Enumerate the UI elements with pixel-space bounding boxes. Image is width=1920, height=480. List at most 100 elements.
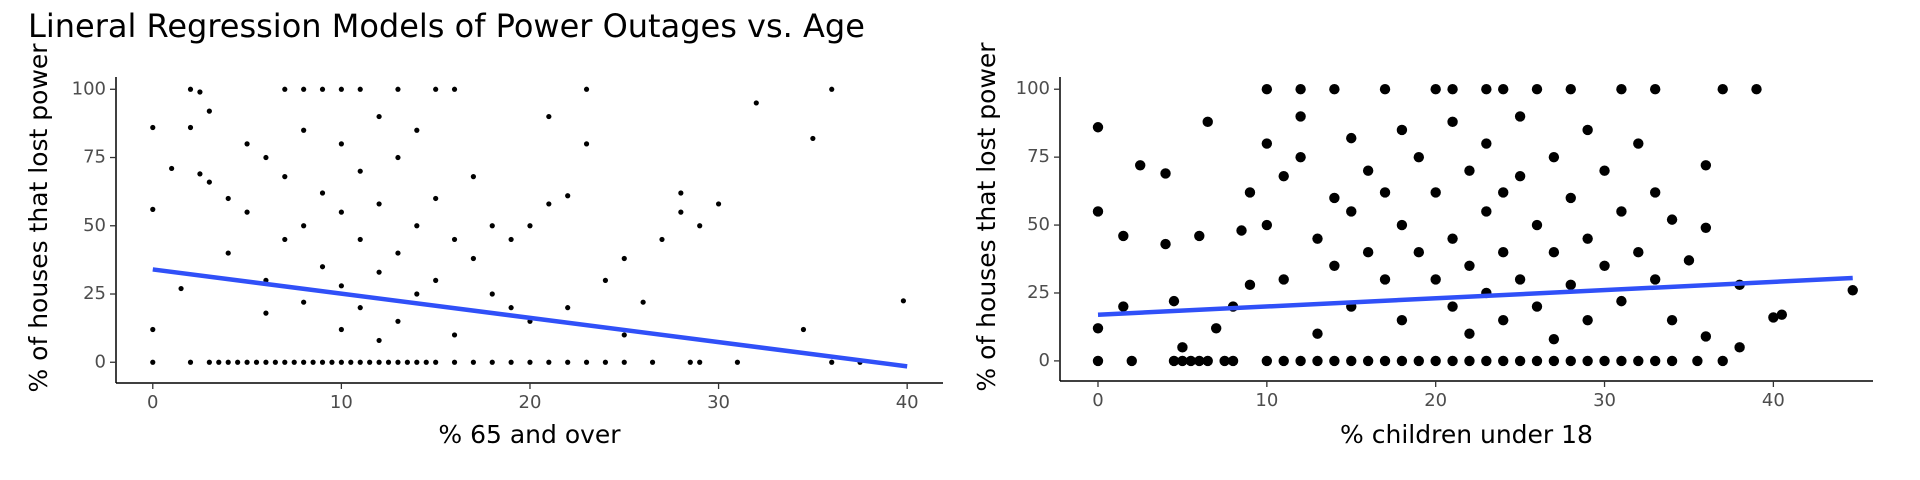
point	[621, 332, 627, 338]
point	[433, 195, 439, 202]
point	[433, 277, 439, 283]
point	[1185, 355, 1197, 367]
point	[263, 359, 269, 365]
point	[1430, 187, 1441, 198]
point	[451, 236, 458, 243]
point	[1751, 84, 1762, 95]
point	[1734, 342, 1745, 353]
point	[376, 337, 382, 344]
point	[1649, 84, 1661, 95]
y-tick-label: 75	[83, 147, 106, 168]
point	[451, 332, 458, 338]
point	[687, 359, 693, 365]
point	[1430, 355, 1441, 367]
point	[1582, 355, 1593, 367]
point	[470, 359, 476, 365]
point	[1599, 165, 1610, 176]
point	[1498, 84, 1509, 95]
point	[414, 359, 420, 365]
point	[1464, 260, 1475, 272]
point	[1362, 247, 1374, 258]
point	[1514, 355, 1526, 367]
point	[1447, 233, 1458, 244]
point	[433, 359, 439, 365]
point	[565, 193, 571, 199]
point	[1210, 323, 1222, 334]
point	[1261, 138, 1273, 149]
point	[301, 127, 307, 133]
x-tick-label: 40	[896, 392, 919, 413]
point	[1633, 138, 1644, 149]
point	[329, 359, 335, 365]
point	[1379, 84, 1391, 95]
point	[470, 174, 476, 180]
x-tick-label: 20	[1424, 390, 1447, 411]
point	[1616, 295, 1627, 307]
point	[810, 135, 816, 142]
regression-line	[1097, 275, 1853, 317]
point	[1118, 301, 1129, 312]
point	[206, 179, 212, 185]
point	[1430, 274, 1441, 285]
point	[338, 209, 344, 215]
point	[508, 236, 514, 243]
point	[1616, 355, 1627, 367]
point	[1481, 355, 1492, 367]
point	[829, 86, 835, 92]
point	[1261, 219, 1273, 231]
point	[1312, 233, 1323, 244]
point	[583, 141, 590, 147]
y-tick-label: 50	[83, 215, 106, 236]
point	[1118, 230, 1129, 242]
chart-title: Lineral Regression Models of Power Outag…	[28, 7, 865, 45]
point	[1396, 314, 1408, 326]
point	[1278, 355, 1289, 367]
point	[1295, 84, 1306, 95]
point	[319, 359, 326, 365]
point	[357, 236, 363, 243]
y-axis-label: % of houses that lost power	[24, 43, 53, 393]
point	[376, 113, 382, 120]
point	[1168, 355, 1180, 367]
point	[1447, 116, 1458, 128]
point	[395, 318, 401, 324]
point	[1548, 355, 1560, 367]
point	[1278, 170, 1289, 182]
point	[1447, 301, 1458, 312]
point	[244, 141, 250, 147]
point	[1717, 84, 1728, 95]
point	[1565, 192, 1576, 204]
y-tick-label: 25	[1027, 282, 1050, 303]
point	[1717, 355, 1728, 367]
point	[602, 359, 609, 365]
point	[310, 359, 316, 365]
point	[1329, 355, 1340, 367]
point	[301, 359, 307, 365]
point	[1481, 84, 1492, 95]
point	[253, 359, 260, 365]
point	[187, 86, 194, 92]
point	[1160, 168, 1171, 179]
point	[715, 201, 722, 207]
point	[1194, 230, 1205, 242]
point	[1295, 111, 1306, 122]
point	[1194, 355, 1205, 367]
point	[1379, 187, 1391, 198]
point	[1498, 314, 1509, 326]
point	[282, 236, 288, 243]
point	[1413, 247, 1425, 258]
point	[404, 359, 410, 365]
point	[1582, 124, 1593, 136]
point	[1135, 160, 1146, 171]
point	[1633, 247, 1644, 258]
x-tick-label: 40	[1762, 390, 1785, 411]
point	[367, 359, 373, 365]
point	[583, 359, 590, 365]
point	[206, 359, 212, 365]
point	[546, 113, 552, 120]
point	[385, 359, 392, 365]
point	[451, 359, 458, 365]
point	[1582, 233, 1593, 244]
point	[546, 359, 552, 365]
point	[338, 359, 344, 365]
